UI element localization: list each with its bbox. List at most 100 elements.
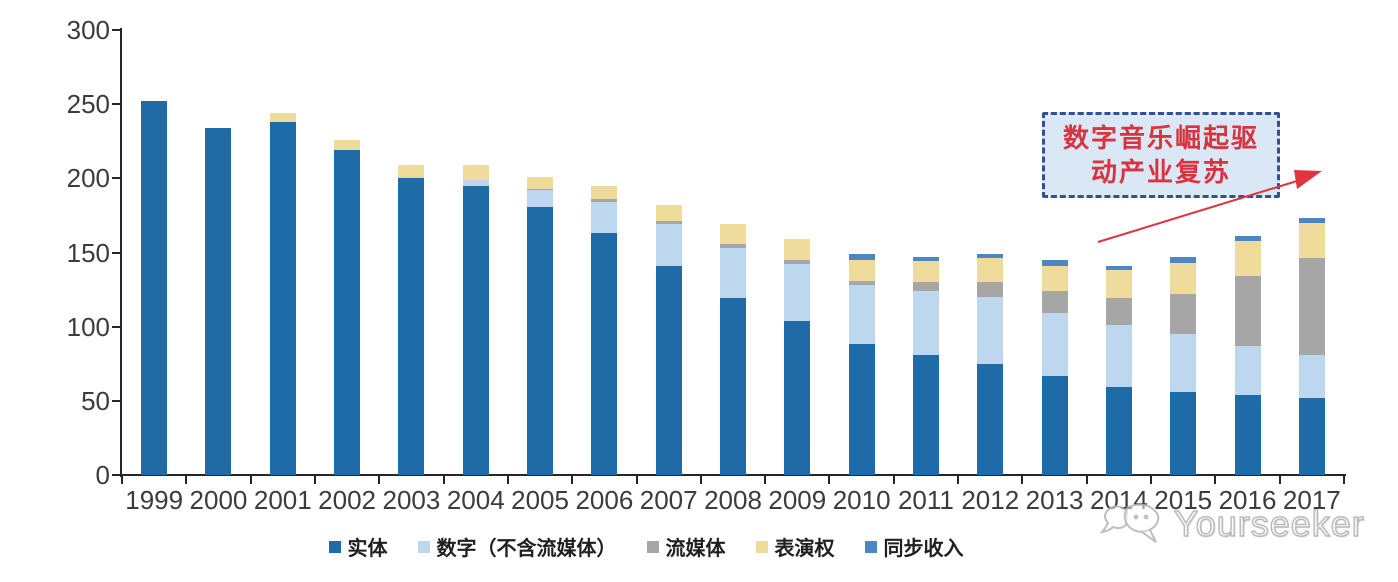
bar-segment-2005 xyxy=(527,206,554,475)
x-axis-tick-label: 2008 xyxy=(704,485,762,515)
bar-segment-2012 xyxy=(977,363,1004,475)
x-axis-tick-label: 2017 xyxy=(1282,485,1341,515)
bar-segment-2014 xyxy=(1105,265,1132,271)
x-axis-tick xyxy=(828,476,831,484)
bar-segment-2001 xyxy=(269,121,296,475)
bar-segment-2002 xyxy=(334,139,361,151)
bar-segment-2011 xyxy=(912,291,939,355)
bar-segment-2009 xyxy=(784,264,811,321)
bar-segment-2006 xyxy=(591,199,618,203)
bar-segment-2000 xyxy=(205,127,232,475)
bar-segment-2008 xyxy=(720,224,746,244)
x-axis-tick xyxy=(378,476,381,484)
legend-marker xyxy=(864,540,877,553)
bar-segment-2016 xyxy=(1234,394,1261,475)
bar-segment-2014 xyxy=(1105,325,1132,388)
chart-legend: 实体 数字（不含流媒体） 流媒体 表演权 同步收入 xyxy=(0,532,1292,561)
bar-segment-2011 xyxy=(912,282,939,292)
bar-segment-2011 xyxy=(912,256,939,262)
x-axis-tick-label: 2007 xyxy=(639,485,698,515)
bar-segment-2011 xyxy=(912,261,939,283)
bar-segment-2008 xyxy=(720,243,746,249)
bar-segment-2013 xyxy=(1041,313,1068,376)
x-axis-tick-label: 2012 xyxy=(961,485,1020,515)
legend-label: 流媒体 xyxy=(665,538,726,560)
y-axis-tick-label: 150 xyxy=(66,237,110,268)
x-axis-tick xyxy=(249,476,252,484)
x-axis-tick-label: 2005 xyxy=(511,485,569,515)
y-axis-tick-label: 100 xyxy=(66,311,110,342)
bar-segment-1999 xyxy=(141,101,168,475)
bar-segment-2010 xyxy=(848,253,875,260)
legend-marker xyxy=(328,540,341,553)
bar-segment-2013 xyxy=(1041,291,1068,314)
bar-segment-2015 xyxy=(1170,334,1197,392)
bar-segment-2003 xyxy=(398,164,425,177)
x-axis-tick xyxy=(1021,476,1024,484)
x-axis-tick xyxy=(1343,476,1345,484)
x-axis-tick xyxy=(313,476,316,484)
bar-segment-2016 xyxy=(1234,345,1261,395)
bar-segment-2009 xyxy=(784,320,811,475)
bar-segment-2017 xyxy=(1298,397,1325,475)
bar-segment-2003 xyxy=(398,176,425,179)
bar-segment-2005 xyxy=(527,176,554,189)
bar-segment-2015 xyxy=(1170,391,1197,475)
bar-segment-2012 xyxy=(977,258,1004,283)
bar-segment-2016 xyxy=(1234,236,1261,241)
watermark: Yourseeker xyxy=(1100,498,1365,550)
bar-segment-2010 xyxy=(848,344,875,475)
x-axis-tick xyxy=(699,476,702,484)
legend-marker xyxy=(417,540,430,553)
legend-marker xyxy=(755,540,768,553)
x-axis-tick-label: 2003 xyxy=(382,485,441,515)
bar-segment-2013 xyxy=(1041,265,1068,292)
x-axis-tick xyxy=(442,476,445,484)
x-axis-tick-label: 2001 xyxy=(253,485,312,515)
y-axis-tick xyxy=(112,177,121,180)
y-axis-tick xyxy=(112,103,121,106)
bar-segment-2017 xyxy=(1298,222,1325,259)
x-axis-tick xyxy=(121,476,123,484)
bar-segment-2017 xyxy=(1298,354,1325,398)
x-axis-tick-label: 1999 xyxy=(125,485,184,515)
bar-segment-2006 xyxy=(591,202,618,234)
y-axis-tick xyxy=(112,325,121,328)
bar-segment-2014 xyxy=(1105,298,1132,326)
bar-segment-2007 xyxy=(655,265,682,475)
bar-segment-2017 xyxy=(1298,258,1325,355)
bar-segment-2010 xyxy=(848,285,875,345)
x-axis-tick xyxy=(635,476,638,484)
y-axis-tick-label: 300 xyxy=(66,15,110,45)
x-axis-tick-label: 2010 xyxy=(832,485,891,515)
x-axis-tick xyxy=(185,476,188,484)
bar-segment-2009 xyxy=(784,239,811,260)
bar-segment-2005 xyxy=(527,190,554,207)
bar-segment-2004 xyxy=(462,185,489,475)
bar-segment-2012 xyxy=(977,253,1004,259)
bar-segment-2008 xyxy=(720,298,746,475)
y-axis-tick xyxy=(112,474,121,476)
legend-label: 实体 xyxy=(347,538,388,560)
bar-segment-2012 xyxy=(977,297,1004,364)
bar-segment-2006 xyxy=(591,185,618,200)
legend-label: 数字（不含流媒体） xyxy=(436,538,617,560)
x-axis-tick xyxy=(957,476,960,484)
bar-segment-2011 xyxy=(912,354,939,475)
annotation-box: 数字音乐崛起驱 动产业复苏 xyxy=(1042,112,1280,198)
bar-segment-2015 xyxy=(1170,294,1197,335)
y-axis-tick-label: 0 xyxy=(95,460,110,490)
x-axis-tick-label: 2013 xyxy=(1025,485,1084,515)
bar-segment-2004 xyxy=(462,179,489,186)
bar-segment-2005 xyxy=(527,188,554,191)
x-axis-tick-label: 2004 xyxy=(446,485,505,515)
x-axis-tick-label: 2009 xyxy=(768,485,827,515)
bar-segment-2004 xyxy=(462,164,489,180)
x-axis-tick xyxy=(1278,476,1281,484)
bar-segment-2001 xyxy=(269,113,296,122)
bar-segment-2012 xyxy=(977,282,1004,297)
bar-segment-2016 xyxy=(1234,276,1261,346)
legend-item: 表演权 xyxy=(755,532,835,561)
bar-segment-2010 xyxy=(848,259,875,281)
x-axis-tick xyxy=(506,476,509,484)
